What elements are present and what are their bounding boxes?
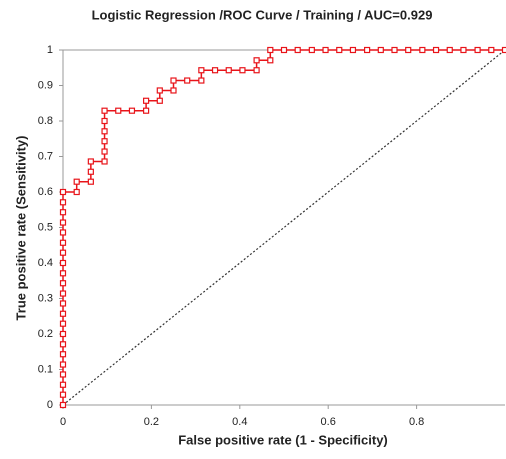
roc-point [102,129,107,134]
roc-point [61,352,66,357]
roc-point [157,88,162,93]
roc-point [420,48,425,53]
roc-point [268,48,273,53]
roc-point [461,48,466,53]
x-tick-label: 0.4 [232,416,247,428]
roc-point [185,78,190,83]
roc-point [254,58,259,63]
y-tick-label: 0.6 [38,186,53,198]
y-tick-label: 0.2 [38,328,53,340]
roc-point [392,48,397,53]
roc-point [144,108,149,113]
roc-point [61,291,66,296]
roc-point [350,48,355,53]
roc-point [240,68,245,73]
roc-point [102,119,107,124]
roc-point [378,48,383,53]
roc-point [447,48,452,53]
roc-point [61,321,66,326]
roc-point [61,250,66,255]
roc-point [102,149,107,154]
roc-point [102,108,107,113]
roc-point [61,372,66,377]
roc-point [171,78,176,83]
y-axis-label: True positive rate (Sensitivity) [13,136,28,321]
x-tick-label: 0.8 [409,416,424,428]
roc-point [268,58,273,63]
y-tick-label: 0.1 [38,363,53,375]
y-tick-label: 0.8 [38,115,53,127]
x-tick-label: 0.2 [144,416,159,428]
roc-point [88,169,93,174]
roc-point [88,179,93,184]
y-tick-label: 0.3 [38,292,53,304]
roc-point [61,311,66,316]
roc-point [61,190,66,195]
roc-point [61,362,66,367]
roc-point [61,403,66,408]
y-tick-label: 1 [47,44,53,56]
y-tick-label: 0 [47,399,53,411]
y-tick-label: 0.7 [38,150,53,162]
roc-point [102,159,107,164]
reference-line [63,50,505,405]
roc-point [61,342,66,347]
roc-point [406,48,411,53]
roc-point [61,230,66,235]
roc-point [61,281,66,286]
roc-point [199,78,204,83]
roc-point [323,48,328,53]
roc-point [88,159,93,164]
roc-point [74,179,79,184]
roc-point [61,382,66,387]
roc-point [254,68,259,73]
roc-point [295,48,300,53]
roc-point [74,190,79,195]
roc-point [144,98,149,103]
roc-point [489,48,494,53]
roc-point [282,48,287,53]
roc-point [337,48,342,53]
roc-point [213,68,218,73]
roc-point [226,68,231,73]
roc-point [199,68,204,73]
roc-point [61,301,66,306]
roc-point [129,108,134,113]
roc-point [61,261,66,266]
x-tick-label: 0.6 [321,416,336,428]
x-axis-label: False positive rate (1 - Specificity) [178,432,388,447]
y-tick-label: 0.4 [38,257,53,269]
roc-point [309,48,314,53]
roc-point [475,48,480,53]
roc-point [61,200,66,205]
roc-point [61,332,66,337]
roc-point [157,98,162,103]
roc-point [61,392,66,397]
y-tick-label: 0.5 [38,221,53,233]
roc-point [116,108,121,113]
roc-point [171,88,176,93]
x-tick-label: 0 [60,416,66,428]
roc-point [102,139,107,144]
roc-point [61,220,66,225]
roc-point [61,240,66,245]
roc-point [503,48,506,53]
roc-point [434,48,439,53]
y-tick-label: 0.9 [38,79,53,91]
roc-point [61,271,66,276]
roc-point [365,48,370,53]
chart-title: Logistic Regression /ROC Curve / Trainin… [92,7,433,22]
roc-point [61,210,66,215]
